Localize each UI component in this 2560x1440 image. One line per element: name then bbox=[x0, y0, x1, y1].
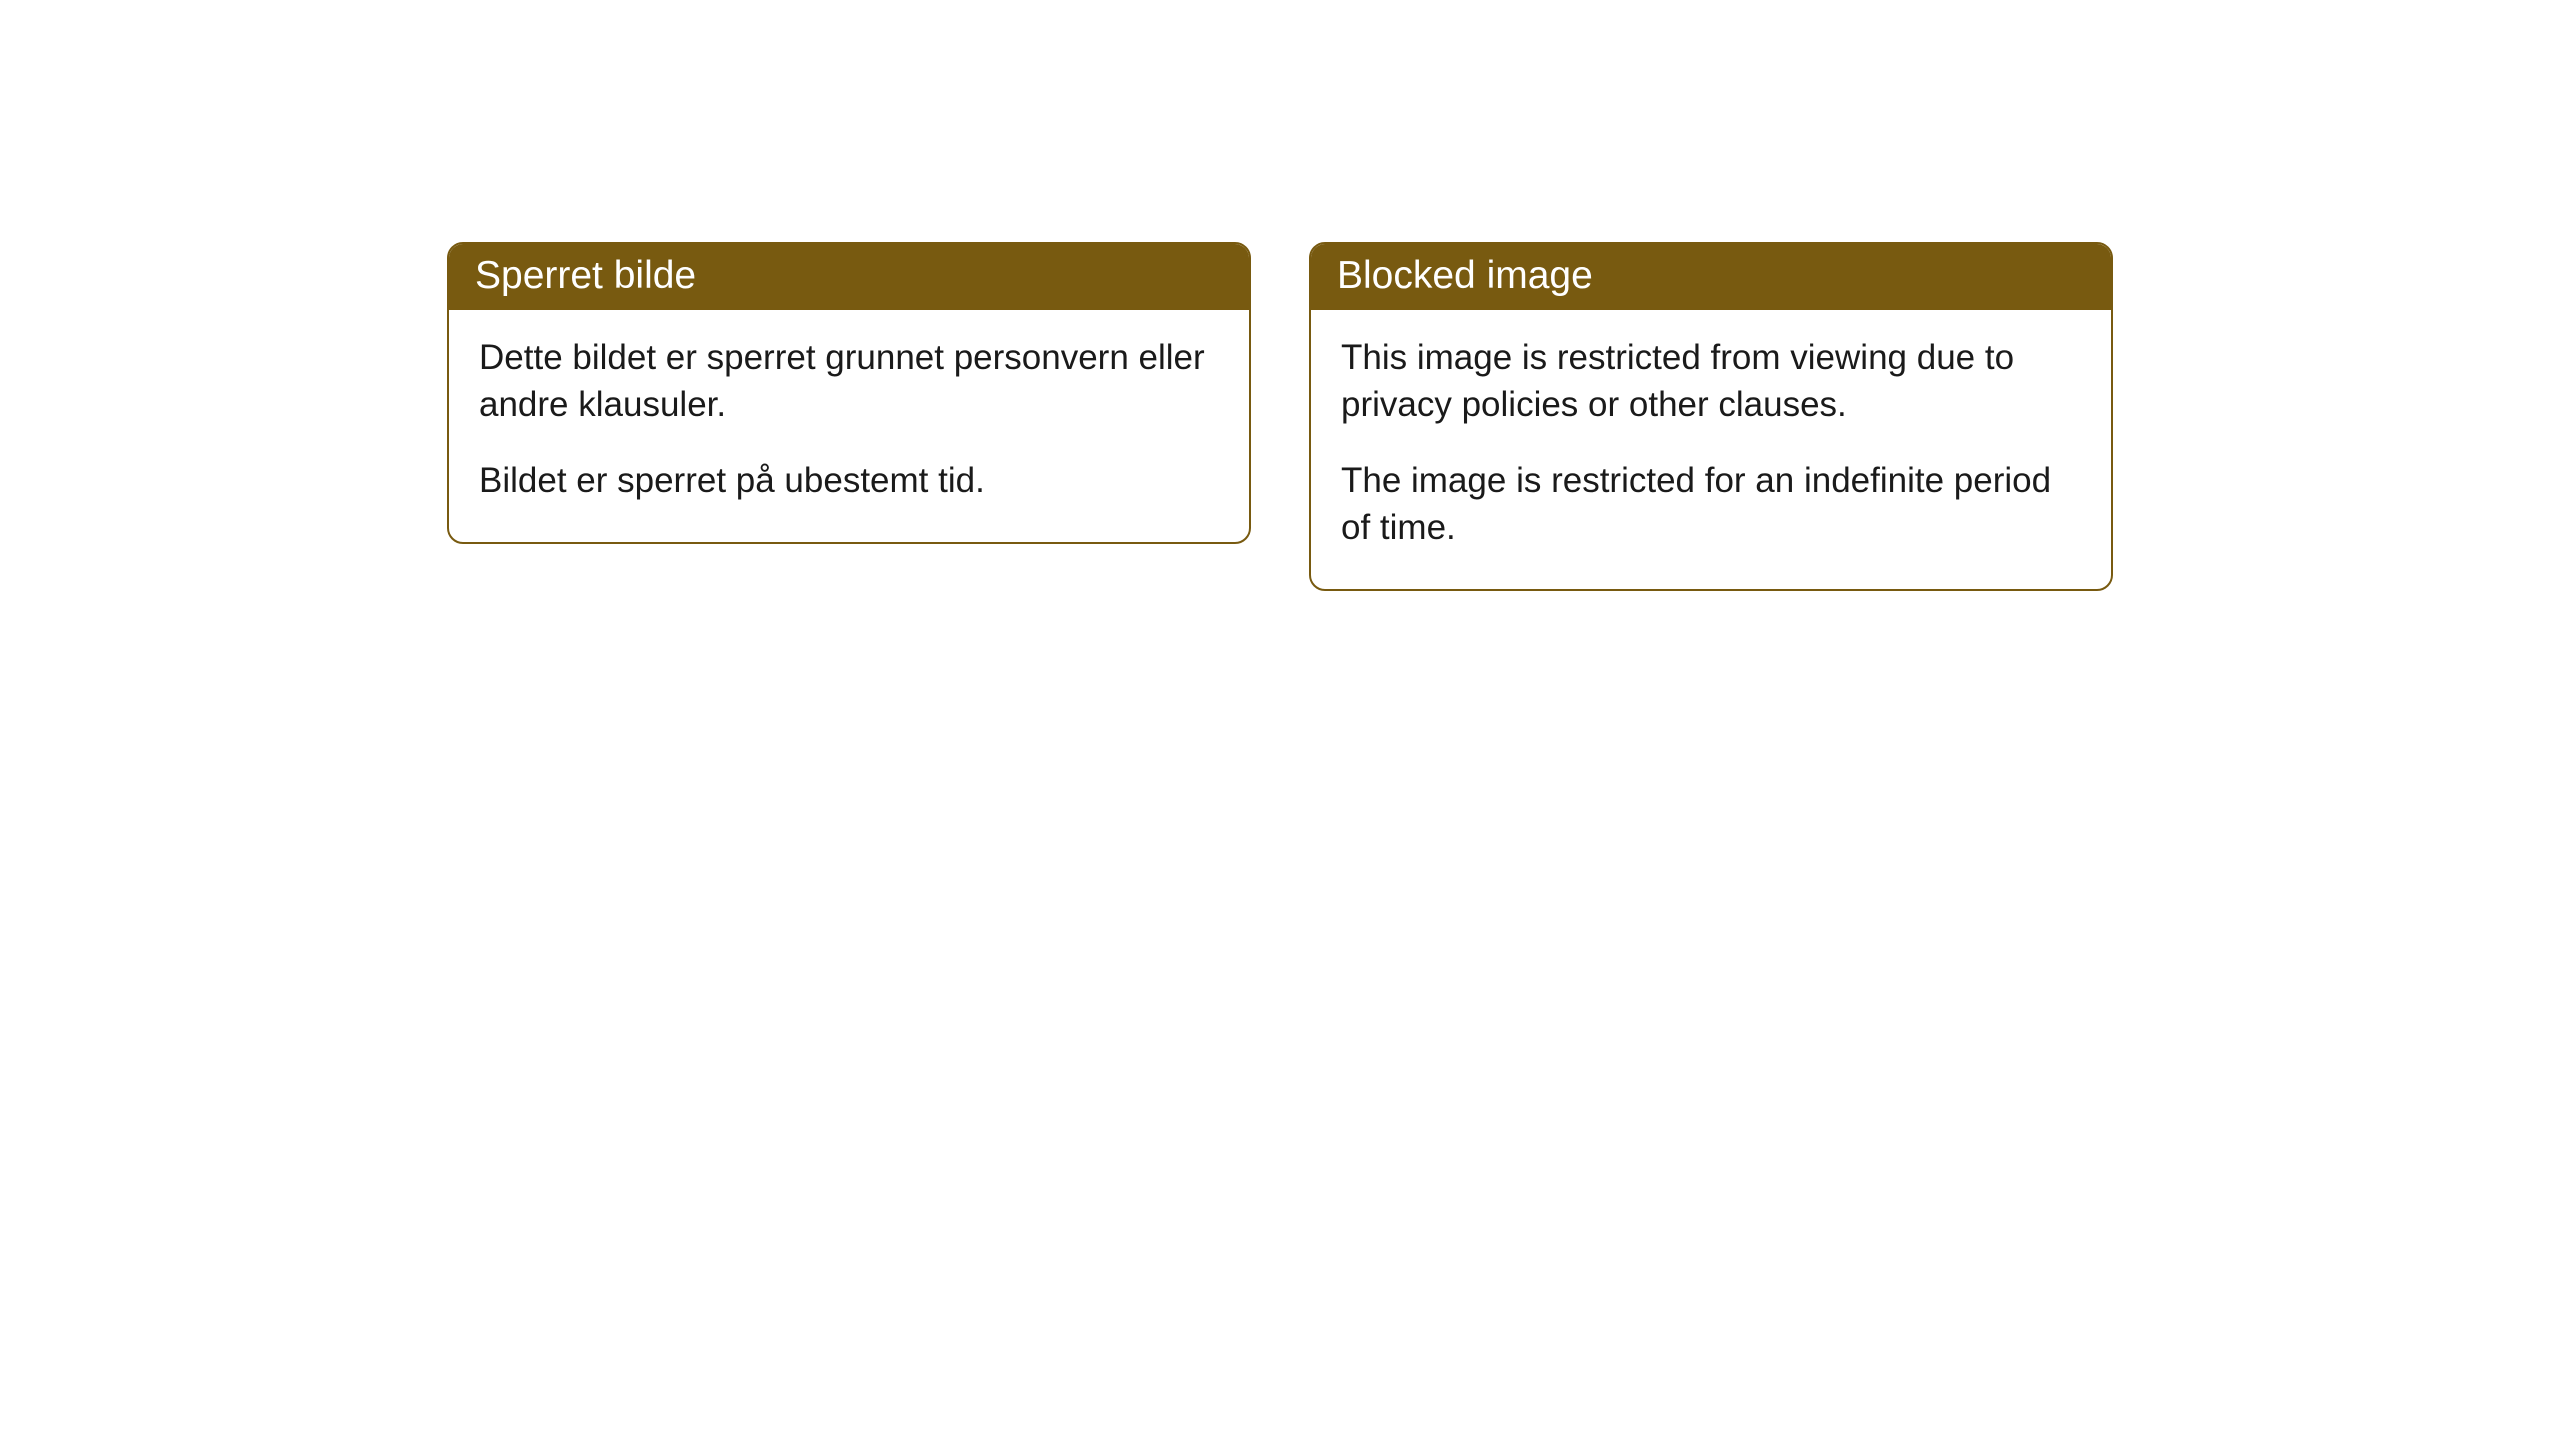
card-paragraph: This image is restricted from viewing du… bbox=[1341, 334, 2081, 429]
card-paragraph: Bildet er sperret på ubestemt tid. bbox=[479, 457, 1219, 504]
card-paragraph: Dette bildet er sperret grunnet personve… bbox=[479, 334, 1219, 429]
card-title: Blocked image bbox=[1337, 254, 1593, 297]
card-paragraph: The image is restricted for an indefinit… bbox=[1341, 457, 2081, 552]
notice-card-norwegian: Sperret bilde Dette bildet er sperret gr… bbox=[447, 242, 1251, 544]
card-title: Sperret bilde bbox=[475, 254, 696, 297]
notice-cards-container: Sperret bilde Dette bildet er sperret gr… bbox=[447, 242, 2113, 1440]
card-body: This image is restricted from viewing du… bbox=[1311, 310, 2111, 589]
card-header: Sperret bilde bbox=[449, 244, 1249, 310]
card-header: Blocked image bbox=[1311, 244, 2111, 310]
card-body: Dette bildet er sperret grunnet personve… bbox=[449, 310, 1249, 542]
notice-card-english: Blocked image This image is restricted f… bbox=[1309, 242, 2113, 591]
